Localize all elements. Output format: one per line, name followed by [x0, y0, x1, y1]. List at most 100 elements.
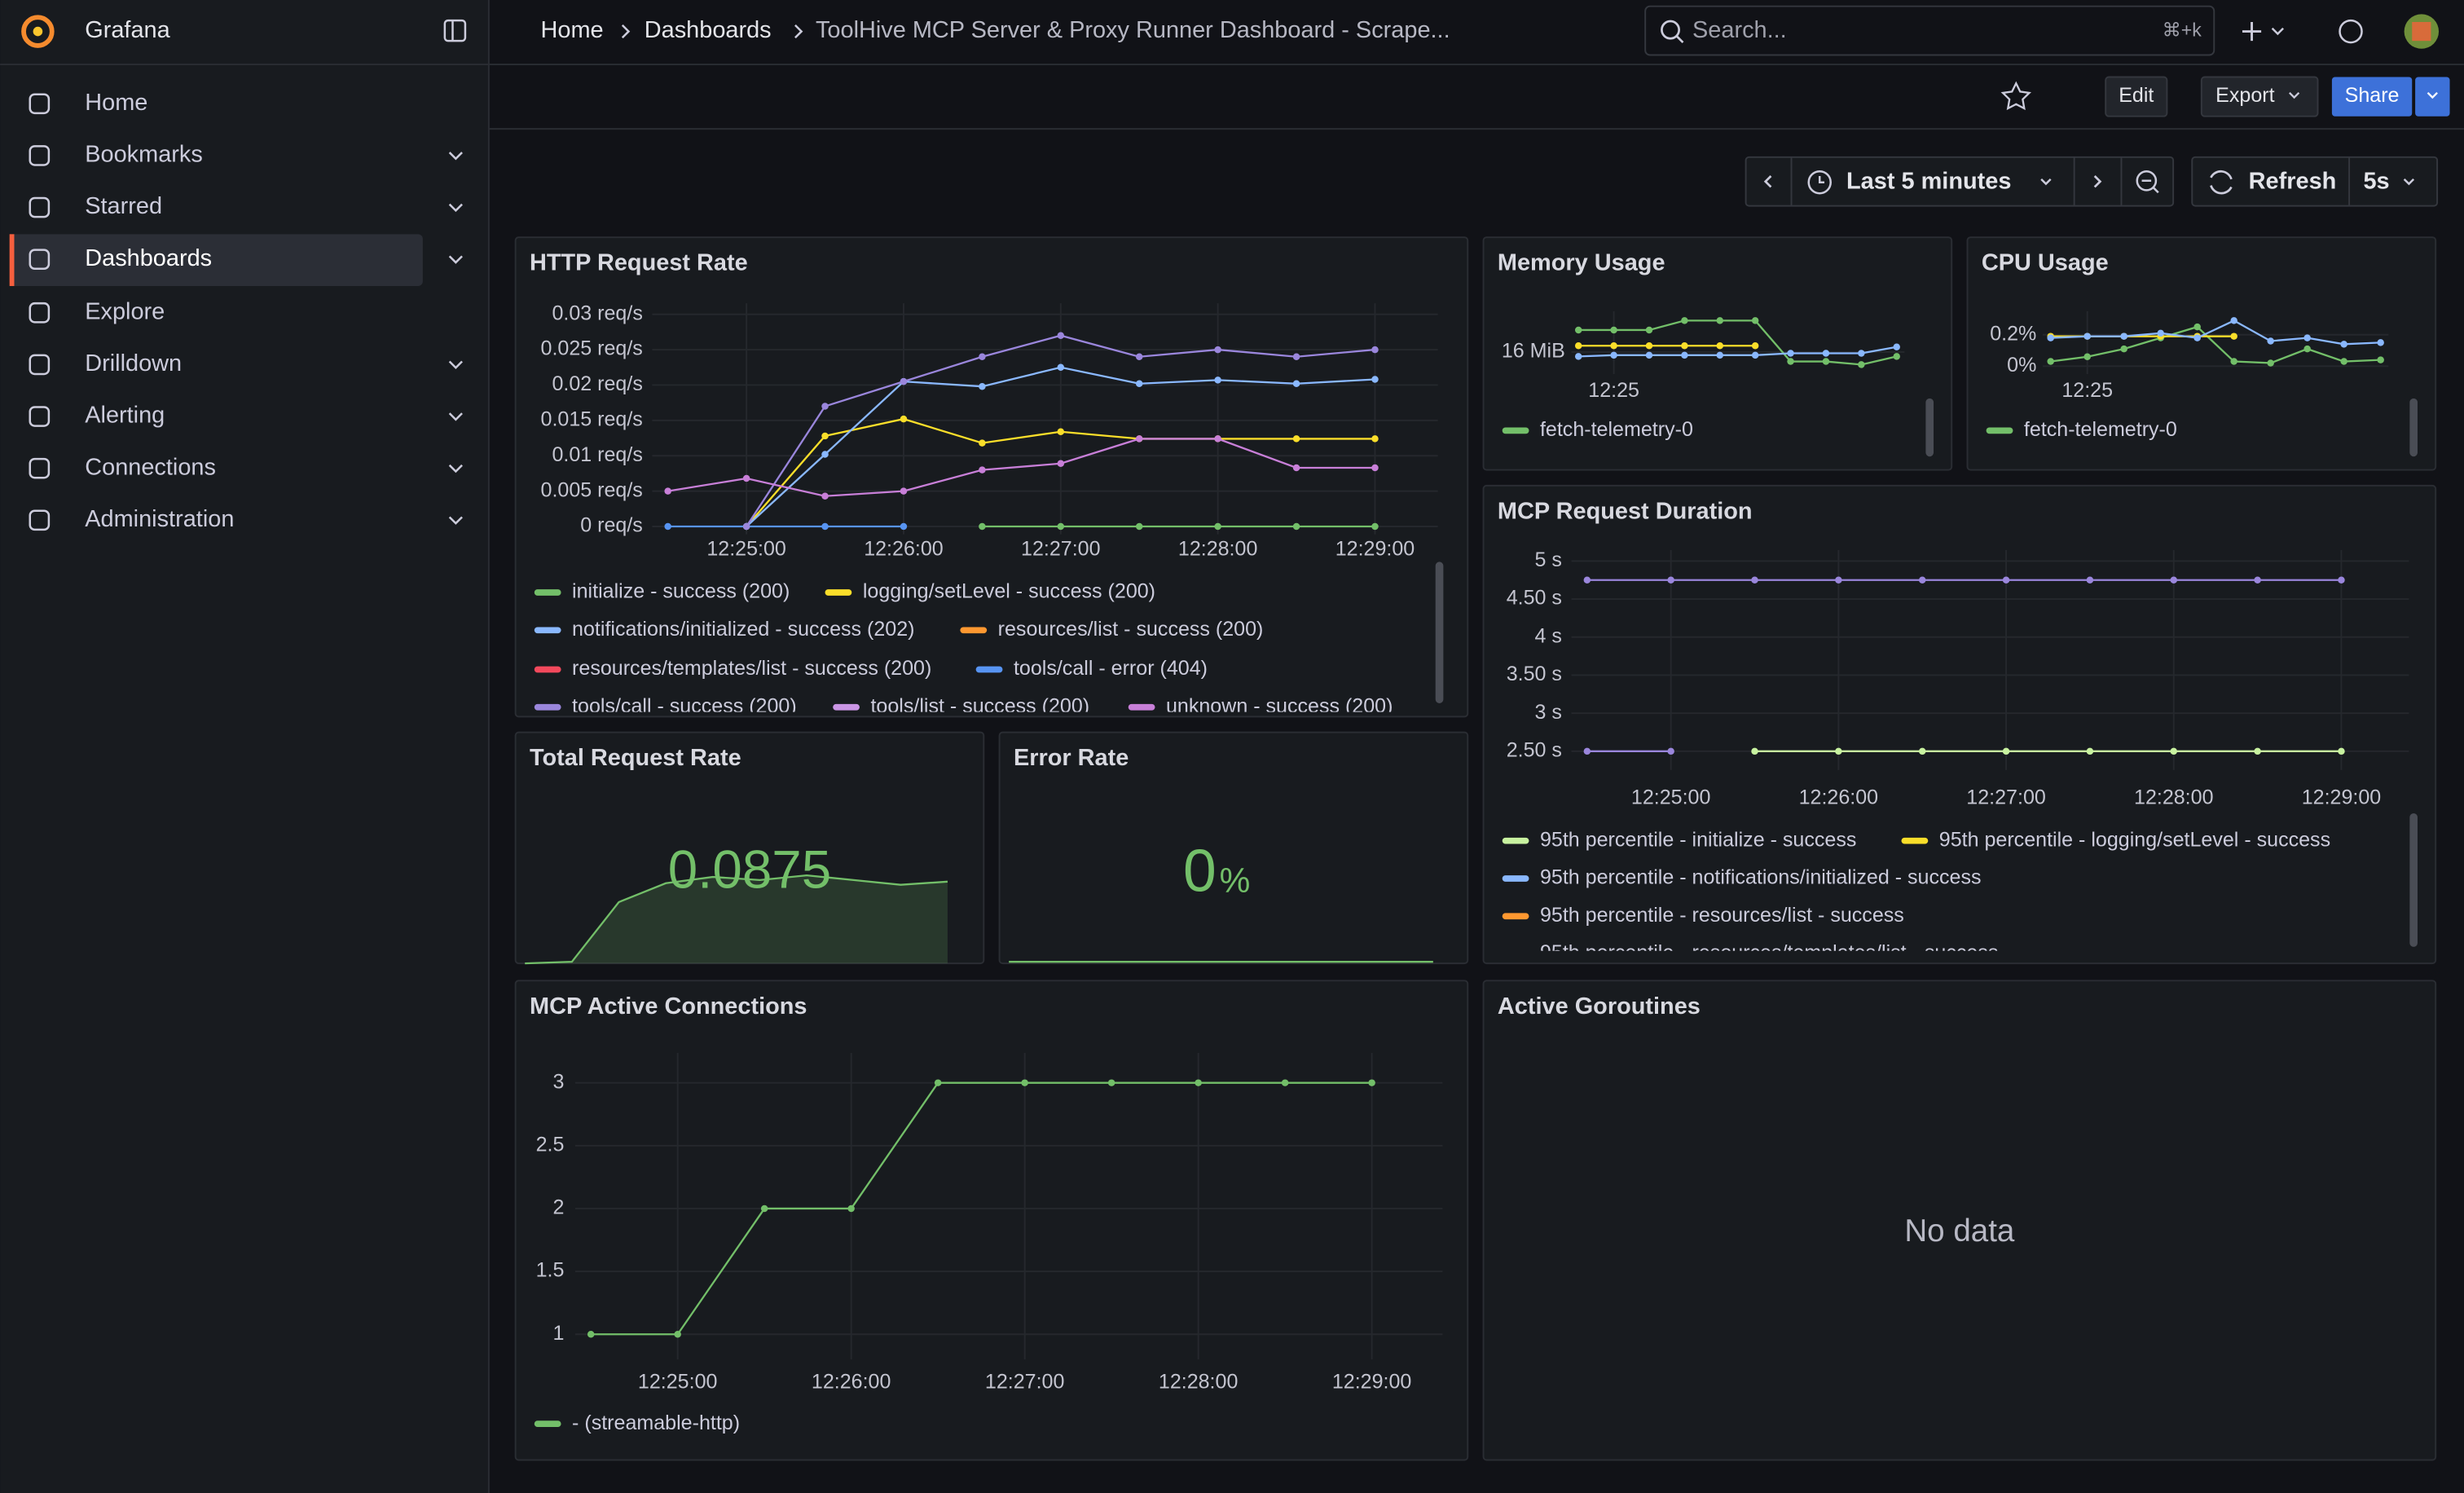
- data-point: [2267, 359, 2273, 366]
- data-point: [821, 433, 828, 439]
- y-tick-label: 4 s: [1535, 624, 1562, 647]
- data-point: [2303, 334, 2310, 341]
- data-point: [1058, 523, 1064, 530]
- stat-unit: %: [1220, 861, 1251, 900]
- data-point: [1058, 364, 1064, 371]
- data-point: [1136, 380, 1142, 386]
- data-point: [1646, 352, 1652, 359]
- nav-item[interactable]: Connections: [85, 454, 216, 480]
- legend-label[interactable]: notifications/initialized - success (202…: [572, 618, 914, 641]
- panel-frame: [1484, 486, 2436, 963]
- data-point: [1293, 465, 1300, 471]
- refresh-interval[interactable]: 5s: [2363, 168, 2389, 194]
- data-point: [1584, 577, 1591, 584]
- legend-label[interactable]: resources/list - success (200): [998, 618, 1264, 641]
- data-point: [1858, 361, 1864, 368]
- nav-item[interactable]: Alerting: [85, 403, 165, 429]
- data-point: [1136, 354, 1142, 360]
- data-point: [2377, 339, 2383, 346]
- data-point: [2003, 577, 2009, 584]
- panel-title: Memory Usage: [1498, 250, 1665, 276]
- data-point: [1787, 350, 1793, 356]
- data-point: [2338, 577, 2344, 584]
- legend-label[interactable]: 95th percentile - logging/setLevel - suc…: [1939, 828, 2330, 851]
- data-point: [1835, 577, 1841, 584]
- y-tick-label: 4.50 s: [1507, 587, 1562, 610]
- data-point: [1752, 352, 1758, 359]
- stat-value: 0.0875: [668, 840, 831, 900]
- panel-title: CPU Usage: [1982, 250, 2109, 276]
- data-point: [1717, 342, 1723, 349]
- legend-label[interactable]: fetch-telemetry-0: [1540, 418, 1693, 441]
- legend-label[interactable]: 95th percentile - notifications/initiali…: [1540, 866, 1982, 889]
- data-point: [1823, 350, 1829, 356]
- nav-item[interactable]: Starred: [85, 193, 162, 219]
- data-point: [821, 492, 828, 499]
- y-tick-label: 0%: [2007, 354, 2036, 377]
- data-point: [2083, 333, 2090, 339]
- panel: Active GoroutinesNo data: [1484, 980, 2436, 1460]
- nav-item[interactable]: Home: [85, 90, 147, 116]
- legend-label[interactable]: resources/templates/list - success (200): [572, 657, 931, 680]
- x-tick-label: 12:25:00: [706, 538, 786, 561]
- y-tick-label: 2.50 s: [1507, 738, 1562, 761]
- y-tick-label: 2.5: [536, 1133, 565, 1156]
- legend-label[interactable]: fetch-telemetry-0: [2024, 418, 2177, 441]
- data-point: [1575, 327, 1582, 333]
- panel-title: Error Rate: [1014, 745, 1129, 771]
- y-tick-label: 0.005 req/s: [541, 478, 643, 501]
- data-point: [2254, 577, 2260, 584]
- data-point: [1575, 342, 1582, 349]
- y-tick-label: 1: [552, 1322, 564, 1345]
- legend-label[interactable]: logging/setLevel - success (200): [863, 580, 1155, 603]
- user-avatar-pattern: [2412, 22, 2431, 41]
- legend-label[interactable]: tools/call - error (404): [1014, 657, 1208, 680]
- legend-label[interactable]: - (streamable-http): [572, 1412, 740, 1434]
- data-point: [1835, 748, 1841, 755]
- data-point: [900, 523, 907, 530]
- nav-item[interactable]: Administration: [85, 506, 234, 532]
- data-point: [1108, 1079, 1115, 1086]
- data-point: [2340, 358, 2347, 364]
- data-point: [1293, 435, 1300, 442]
- nav-item[interactable]: Explore: [85, 298, 165, 324]
- no-data: No data: [1904, 1213, 2015, 1249]
- breadcrumb-current: ToolHive MCP Server & Proxy Runner Dashb…: [816, 17, 1450, 43]
- x-tick-label: 12:26:00: [812, 1371, 891, 1394]
- brand: Grafana: [85, 17, 170, 43]
- data-point: [1214, 377, 1221, 383]
- nav-item[interactable]: Drilldown: [85, 350, 182, 377]
- x-tick-label: 12:29:00: [1332, 1371, 1412, 1394]
- data-point: [2338, 748, 2344, 755]
- data-point: [1610, 327, 1617, 333]
- data-point: [1371, 346, 1378, 353]
- panel-frame: [516, 237, 1468, 716]
- data-point: [1282, 1079, 1288, 1086]
- refresh-label[interactable]: Refresh: [2249, 168, 2337, 194]
- data-point: [1610, 342, 1617, 349]
- data-point: [2083, 354, 2090, 360]
- data-point: [1681, 352, 1687, 359]
- breadcrumb[interactable]: Home: [540, 17, 603, 43]
- data-point: [1717, 352, 1723, 359]
- data-point: [1195, 1079, 1201, 1086]
- data-point: [979, 383, 985, 390]
- data-point: [1646, 342, 1652, 349]
- data-point: [2377, 356, 2383, 363]
- data-point: [900, 487, 907, 494]
- breadcrumb[interactable]: Dashboards: [645, 17, 772, 43]
- y-tick-label: 5 s: [1535, 548, 1562, 571]
- export-label: Export: [2215, 84, 2274, 107]
- data-point: [821, 403, 828, 409]
- legend-label[interactable]: 95th percentile - resources/list - succe…: [1540, 904, 1904, 927]
- panel-title: HTTP Request Rate: [530, 250, 748, 276]
- nav-item[interactable]: Dashboards: [85, 245, 212, 271]
- y-tick-label: 0.03 req/s: [552, 302, 642, 324]
- data-point: [2003, 748, 2009, 755]
- panel-title: MCP Request Duration: [1498, 498, 1753, 524]
- legend-label[interactable]: 95th percentile - initialize - success: [1540, 828, 1856, 851]
- nav-item[interactable]: Bookmarks: [85, 142, 203, 168]
- x-tick-label: 12:25: [2061, 379, 2113, 402]
- legend-label[interactable]: initialize - success (200): [572, 580, 790, 603]
